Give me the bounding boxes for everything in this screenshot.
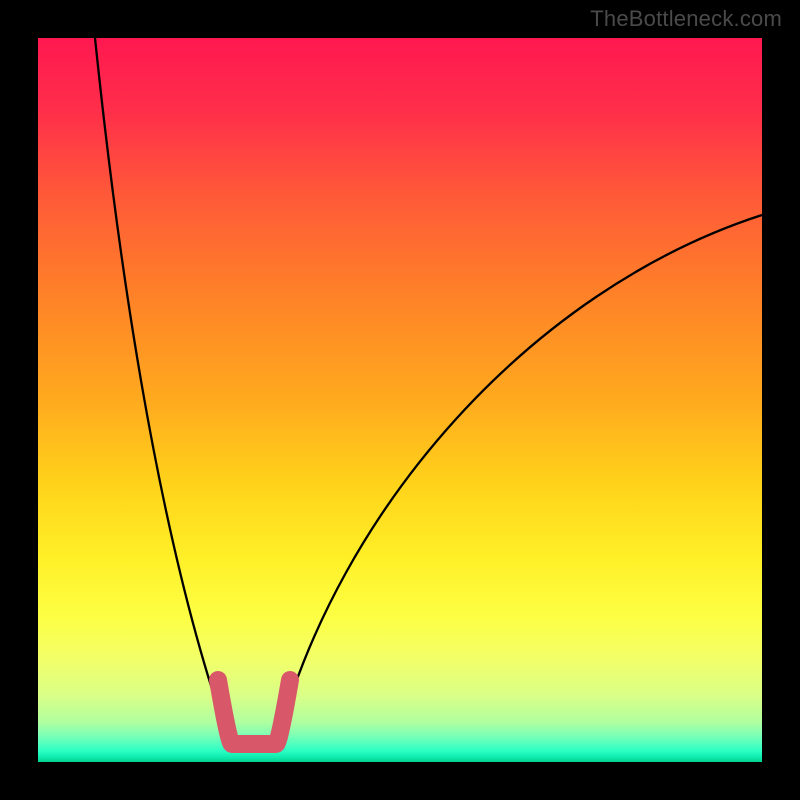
plot-background-rect [38,38,762,762]
chart-svg [0,0,800,800]
watermark-text: TheBottleneck.com [590,6,782,32]
